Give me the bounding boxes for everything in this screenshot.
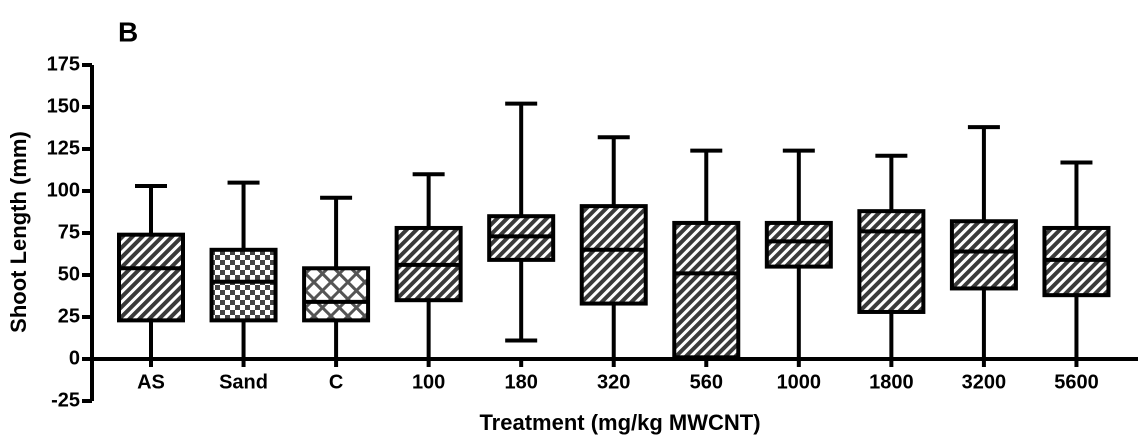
- y-tick-label: 0: [69, 347, 80, 369]
- box: [949, 219, 1018, 291]
- y-tick-label: -25: [51, 389, 80, 411]
- x-tick-label: Sand: [219, 371, 268, 393]
- y-tick-label: 75: [58, 221, 80, 243]
- y-tick-label: 150: [47, 95, 80, 117]
- x-tick-label: 1000: [777, 371, 822, 393]
- x-tick-label: AS: [137, 371, 165, 393]
- x-tick-label: 180: [504, 371, 537, 393]
- box: [857, 209, 926, 314]
- x-tick-label: C: [329, 371, 343, 393]
- x-axis-label: Treatment (mg/kg MWCNT): [479, 410, 760, 435]
- y-tick-label: 25: [58, 305, 80, 327]
- box: [302, 266, 371, 323]
- y-axis-label: Shoot Length (mm): [6, 131, 31, 333]
- box: [764, 220, 833, 269]
- box: [209, 247, 278, 323]
- y-tick-label: 50: [58, 263, 80, 285]
- y-tick-label: 125: [47, 137, 80, 159]
- x-tick-label: 5600: [1054, 371, 1099, 393]
- box: [579, 204, 648, 306]
- x-tick-label: 1800: [869, 371, 914, 393]
- box: [117, 232, 185, 323]
- y-tick-label: 100: [47, 179, 80, 201]
- x-tick-label: 100: [412, 371, 445, 393]
- x-tick-label: 560: [690, 371, 723, 393]
- x-tick-label: 320: [597, 371, 630, 393]
- x-tick-label: 3200: [962, 371, 1007, 393]
- y-tick-label: 175: [47, 53, 80, 75]
- box: [672, 220, 741, 360]
- panel-label: B: [118, 16, 138, 47]
